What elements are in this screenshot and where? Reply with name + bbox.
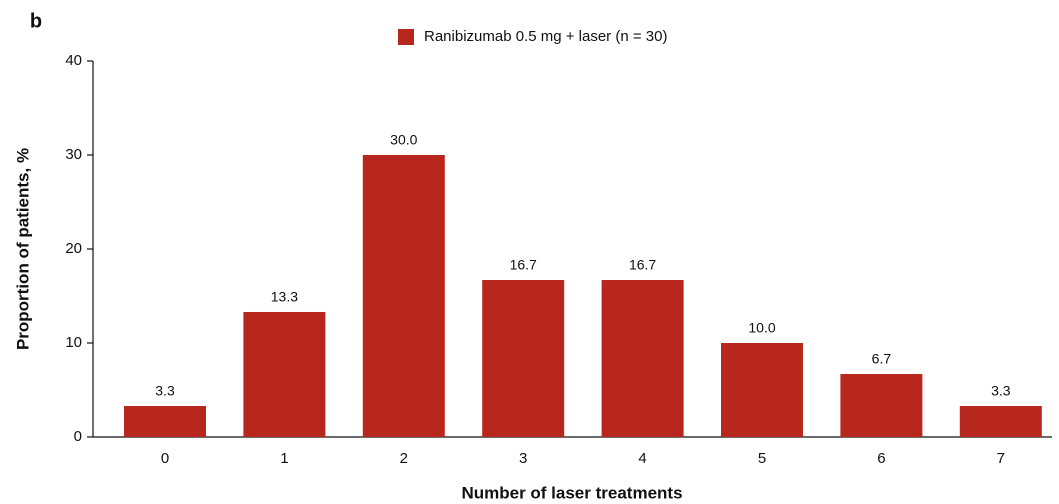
- data-label: 10.0: [748, 320, 775, 336]
- x-tick-label: 1: [280, 450, 288, 467]
- bar: [959, 405, 1042, 437]
- panel-label: b: [30, 10, 42, 32]
- data-label: 30.0: [390, 132, 417, 148]
- bar: [721, 343, 803, 437]
- y-tick-label: 40: [65, 52, 82, 69]
- bar: [482, 280, 565, 437]
- x-tick-label: 4: [638, 450, 646, 467]
- x-tick-label: 3: [519, 450, 527, 467]
- x-tick-label: 0: [161, 450, 169, 467]
- x-tick-label: 2: [400, 450, 408, 467]
- legend-swatch: [398, 29, 414, 45]
- bar: [840, 374, 923, 437]
- data-label: 13.3: [271, 289, 298, 305]
- data-label: 3.3: [991, 383, 1011, 399]
- legend-label: Ranibizumab 0.5 mg + laser (n = 30): [424, 28, 667, 45]
- x-axis-label: Number of laser treatments: [461, 483, 682, 502]
- bar: [601, 280, 684, 437]
- bar: [243, 311, 326, 437]
- y-tick-label: 20: [65, 240, 82, 257]
- data-label: 6.7: [872, 351, 892, 367]
- x-tick-label: 5: [758, 450, 766, 467]
- bar: [362, 155, 445, 437]
- y-tick-label: 0: [74, 428, 82, 445]
- bar: [124, 405, 206, 437]
- x-tick-label: 6: [877, 450, 885, 467]
- y-axis-label: Proportion of patients, %: [13, 148, 32, 350]
- y-tick-label: 10: [65, 334, 82, 351]
- x-tick-label: 7: [997, 450, 1005, 467]
- data-label: 3.3: [155, 383, 175, 399]
- data-label: 16.7: [510, 257, 537, 273]
- y-tick-label: 30: [65, 146, 82, 163]
- data-label: 16.7: [629, 257, 656, 273]
